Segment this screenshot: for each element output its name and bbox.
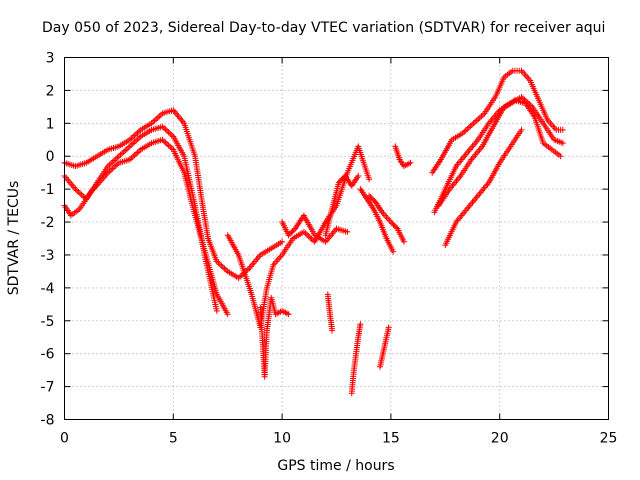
data-point bbox=[355, 173, 362, 179]
data-point bbox=[128, 141, 135, 148]
y-tick-label: -6 bbox=[41, 347, 55, 363]
data-point bbox=[156, 113, 163, 120]
data-point bbox=[366, 176, 373, 183]
y-tick-label: 2 bbox=[46, 83, 55, 99]
y-tick-labels: 3 2 1 0 -1 -2 -3 -4 -5 -6 -7 -8 bbox=[41, 51, 55, 429]
data-point bbox=[337, 178, 343, 185]
data-point bbox=[167, 130, 174, 137]
series-track-o bbox=[442, 126, 525, 249]
y-tick-label: -3 bbox=[41, 248, 55, 264]
y-tick-label: -2 bbox=[41, 215, 55, 231]
data-point bbox=[357, 321, 364, 328]
data-point bbox=[344, 228, 351, 235]
data-point bbox=[559, 126, 566, 133]
series-track-d bbox=[224, 143, 373, 331]
data-points bbox=[61, 67, 566, 397]
x-tick-label: 25 bbox=[600, 431, 618, 447]
data-point bbox=[339, 175, 346, 182]
series-track-c bbox=[61, 136, 231, 318]
series-track-f bbox=[322, 173, 362, 239]
series-track-a bbox=[61, 107, 286, 281]
data-point bbox=[279, 238, 286, 245]
data-point bbox=[285, 232, 292, 239]
series-track-i bbox=[377, 324, 392, 370]
series-track-k bbox=[392, 143, 414, 170]
data-point bbox=[129, 153, 136, 160]
data-point bbox=[370, 196, 377, 203]
y-tick-label: -4 bbox=[41, 281, 55, 297]
data-point bbox=[329, 327, 336, 334]
x-tick-labels: 0 5 10 15 20 25 bbox=[60, 431, 617, 447]
series-track-e bbox=[257, 294, 292, 380]
grid-layer bbox=[64, 57, 609, 420]
y-tick-label: 1 bbox=[46, 116, 55, 132]
data-point bbox=[289, 228, 296, 235]
data-point bbox=[393, 224, 400, 231]
data-point bbox=[165, 129, 172, 136]
data-point bbox=[213, 307, 220, 314]
series-track-j bbox=[366, 192, 407, 245]
x-tick-label: 5 bbox=[169, 431, 178, 447]
series-track-l bbox=[429, 67, 566, 176]
x-axis-label: GPS time / hours bbox=[277, 458, 394, 474]
data-point bbox=[335, 179, 342, 186]
data-point bbox=[286, 230, 293, 237]
series-track-g bbox=[324, 291, 336, 334]
data-point bbox=[389, 220, 396, 227]
data-point bbox=[165, 142, 172, 149]
series-track-q bbox=[357, 186, 397, 255]
data-point bbox=[338, 176, 345, 183]
data-point bbox=[401, 238, 407, 245]
y-tick-label: -7 bbox=[41, 380, 55, 396]
data-point bbox=[559, 140, 566, 147]
data-point bbox=[122, 147, 129, 154]
series-track-p bbox=[279, 212, 351, 245]
x-tick-label: 10 bbox=[273, 431, 291, 447]
data-point bbox=[288, 229, 295, 236]
y-tick-label: -1 bbox=[41, 182, 55, 198]
data-point bbox=[167, 143, 174, 150]
y-tick-label: -8 bbox=[41, 413, 55, 429]
data-point bbox=[518, 126, 525, 133]
plot-frame bbox=[64, 57, 609, 420]
series-track-n bbox=[435, 97, 564, 209]
data-point bbox=[224, 311, 231, 318]
chart-title: Day 050 of 2023, Sidereal Day-to-day VTE… bbox=[42, 20, 605, 36]
x-tick-label: 0 bbox=[60, 431, 69, 447]
data-point bbox=[475, 116, 482, 123]
data-point bbox=[151, 117, 158, 124]
y-axis-label: SDTVAR / TECUs bbox=[6, 181, 22, 296]
y-tick-label: 0 bbox=[46, 149, 55, 165]
series-track-h bbox=[348, 321, 364, 397]
y-tick-label: -5 bbox=[41, 314, 55, 330]
data-point bbox=[390, 221, 397, 228]
x-tick-label: 15 bbox=[382, 431, 400, 447]
data-point bbox=[391, 223, 398, 229]
data-point bbox=[387, 219, 394, 225]
data-point bbox=[385, 324, 392, 331]
data-point bbox=[390, 248, 397, 255]
y-tick-label: 3 bbox=[46, 51, 55, 67]
data-point bbox=[368, 195, 375, 202]
data-point bbox=[557, 153, 564, 160]
data-point bbox=[285, 311, 292, 318]
x-tick-label: 20 bbox=[491, 431, 509, 447]
series-track-m bbox=[431, 94, 566, 216]
data-point bbox=[407, 159, 414, 166]
